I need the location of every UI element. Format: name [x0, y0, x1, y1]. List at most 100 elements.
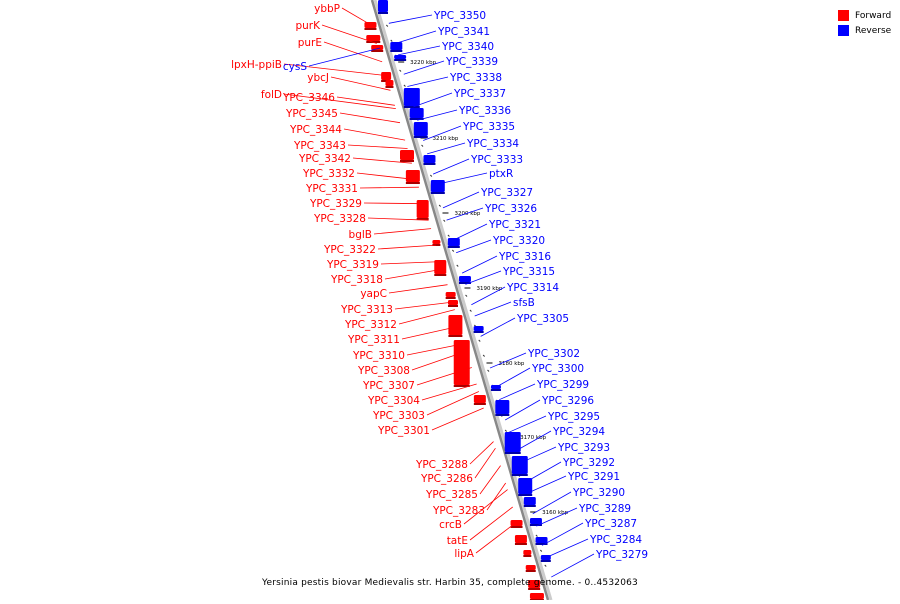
reverse-gene-block: [495, 400, 510, 414]
reverse-label-leader: [523, 461, 562, 484]
reverse-gene-shadow: [495, 414, 510, 416]
forward-gene-label: ybbP: [314, 3, 340, 15]
reverse-gene-shadow: [540, 560, 551, 562]
axis-tick: [399, 69, 402, 72]
reverse-label-leader: [423, 125, 462, 141]
forward-gene-block: [448, 315, 463, 335]
forward-label-leader: [341, 7, 372, 26]
forward-label-leader: [486, 482, 507, 511]
forward-gene-label: ybcJ: [307, 72, 329, 84]
reverse-label-leader: [536, 507, 578, 527]
forward-gene-label: YPC_3307: [362, 380, 415, 392]
forward-label-leader: [377, 244, 436, 250]
reverse-gene-block: [390, 42, 403, 50]
forward-gene-block: [405, 170, 420, 182]
scale-label: 3200 kbp: [454, 211, 480, 217]
forward-gene-block: [432, 240, 441, 244]
reverse-gene-label: YPC_3289: [578, 503, 631, 515]
scale-label: 3210 kbp: [432, 136, 458, 142]
reverse-gene-label: YPC_3291: [567, 471, 620, 483]
reverse-gene-block: [409, 108, 424, 118]
forward-gene-label: YPC_3312: [344, 319, 397, 331]
scale-label: 3170 kbp: [520, 435, 546, 441]
reverse-label-leader: [432, 158, 470, 175]
reverse-gene-shadow: [504, 452, 521, 454]
reverse-swatch: [838, 25, 849, 36]
forward-label-leader: [356, 172, 417, 181]
forward-gene-shadow: [525, 570, 536, 572]
scale-label: 3190 kbp: [476, 286, 502, 292]
reverse-gene-block: [423, 155, 436, 163]
forward-gene-label: YPC_3331: [305, 183, 358, 195]
reverse-gene-shadow: [523, 505, 536, 507]
forward-label-leader: [363, 202, 424, 205]
forward-gene-shadow: [448, 335, 463, 337]
forward-gene-label: YPC_3343: [293, 140, 346, 152]
forward-gene-label: lpxH-ppiB: [231, 59, 282, 71]
legend-item-forward: Forward: [838, 8, 891, 23]
reverse-label-leader: [452, 223, 488, 241]
reverse-gene-label: YPC_3300: [531, 363, 584, 375]
reverse-label-leader: [427, 142, 466, 155]
reverse-gene-block: [518, 478, 533, 494]
forward-gene-label: tatE: [447, 535, 468, 547]
reverse-label-leader: [403, 60, 445, 75]
reverse-gene-shadow: [430, 192, 445, 194]
legend-item-reverse: Reverse: [838, 23, 891, 38]
reverse-gene-block: [458, 276, 471, 282]
forward-gene-shadow: [405, 182, 420, 184]
axis-tick: [478, 339, 481, 342]
reverse-gene-label: YPC_3314: [506, 282, 559, 294]
forward-gene-shadow: [523, 555, 532, 557]
reverse-label-leader: [495, 367, 531, 388]
forward-label-leader: [359, 186, 419, 189]
scale-label: 3220 kbp: [410, 60, 436, 66]
axis-tick: [390, 39, 393, 42]
axis-tick: [429, 174, 433, 177]
axis-tick: [443, 219, 446, 222]
reverse-gene-block: [529, 518, 542, 524]
forward-gene-label: YPC_3346: [282, 92, 335, 104]
reverse-label-leader: [394, 30, 437, 45]
forward-label-leader: [347, 144, 408, 149]
reverse-gene-shadow: [518, 494, 533, 496]
forward-label-leader: [283, 63, 387, 76]
reverse-gene-label: YPC_3320: [492, 235, 545, 247]
forward-label-leader: [426, 391, 480, 416]
forward-gene-shadow: [385, 86, 394, 88]
reverse-gene-label: YPC_3333: [470, 154, 523, 166]
reverse-gene-shadow: [403, 106, 420, 108]
forward-gene-block: [528, 580, 541, 588]
forward-gene-label: YPC_3285: [425, 489, 478, 501]
reverse-gene-shadow: [390, 50, 403, 52]
forward-gene-block: [525, 565, 536, 570]
forward-label-leader: [406, 343, 465, 356]
reverse-gene-block: [430, 180, 445, 192]
forward-label-leader: [469, 441, 494, 465]
forward-label-leader: [336, 96, 395, 106]
reverse-gene-block: [378, 0, 388, 12]
axis-tick: [548, 579, 551, 582]
forward-gene-label: purK: [295, 20, 321, 32]
reverse-label-leader: [499, 383, 536, 401]
forward-gene-block: [416, 200, 429, 218]
forward-label-leader: [431, 407, 484, 431]
forward-label-leader: [367, 217, 429, 221]
forward-label-leader: [398, 309, 455, 325]
axis-tick: [421, 144, 424, 147]
reverse-gene-block: [447, 238, 460, 246]
forward-gene-block: [400, 150, 414, 160]
reverse-gene-label: YPC_3341: [437, 26, 490, 38]
reverse-gene-shadow: [413, 136, 428, 138]
reverse-label-leader: [541, 522, 584, 546]
forward-label-leader: [394, 301, 453, 310]
reverse-label-leader: [517, 446, 557, 465]
reverse-gene-block: [473, 326, 484, 331]
forward-gene-label: YPC_3308: [357, 365, 410, 377]
forward-gene-shadow: [416, 218, 429, 220]
forward-gene-label: YPC_3328: [313, 213, 366, 225]
forward-gene-label: YPC_3342: [298, 153, 351, 165]
axis-tick: [385, 24, 389, 27]
